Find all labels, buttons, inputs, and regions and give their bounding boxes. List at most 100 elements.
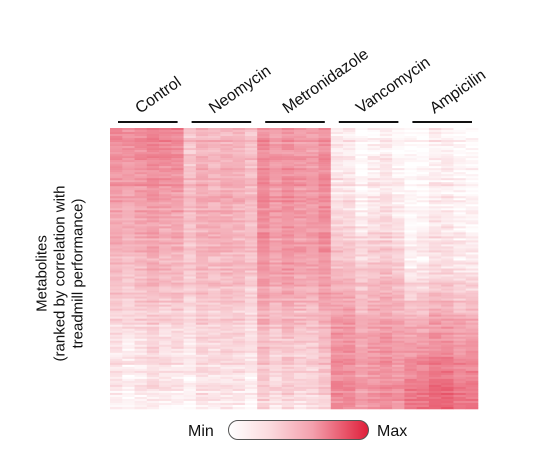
heatmap-cell [146, 170, 160, 173]
heatmap-row [110, 378, 479, 382]
heatmap-cell [465, 248, 479, 251]
heatmap-cell [110, 208, 123, 211]
heatmap-cell [110, 132, 123, 135]
heatmap-cell [367, 364, 381, 368]
heatmap-row [110, 244, 479, 247]
heatmap-cell [183, 218, 197, 221]
heatmap-cell [232, 286, 246, 289]
heatmap-cell [110, 200, 123, 203]
heatmap-cell [294, 250, 307, 253]
heatmap-cell [110, 318, 123, 321]
heatmap-cell [171, 202, 184, 205]
heatmap-cell [392, 168, 405, 171]
heatmap-cell [232, 290, 246, 293]
heatmap-cell [367, 214, 381, 217]
heatmap-row [110, 206, 479, 209]
heatmap-cell [146, 228, 160, 231]
heatmap-cell [269, 302, 283, 305]
heatmap-cell [244, 326, 258, 330]
heatmap-cell [159, 270, 172, 273]
heatmap-cell [379, 230, 393, 233]
heatmap-cell [355, 258, 368, 261]
heatmap-cell [416, 406, 430, 410]
heatmap-cell [183, 310, 197, 313]
heatmap-cell [343, 256, 356, 259]
heatmap-cell [453, 140, 467, 143]
heatmap-cell [367, 352, 381, 356]
heatmap-cell [453, 324, 467, 328]
heatmap-cell [110, 344, 123, 348]
heatmap-cell [183, 400, 197, 404]
heatmap-cell [343, 380, 356, 384]
heatmap-row [110, 128, 479, 131]
heatmap-cell [110, 206, 123, 209]
heatmap-cell [159, 268, 172, 271]
heatmap-cell [379, 298, 393, 301]
heatmap-cell [392, 342, 405, 346]
heatmap-cell [122, 406, 135, 410]
heatmap-cell [367, 216, 381, 219]
heatmap-cell [465, 208, 479, 211]
heatmap-cell [159, 172, 172, 175]
heatmap-cell [134, 136, 148, 139]
heatmap-cell [257, 268, 270, 271]
heatmap-cell [269, 362, 283, 366]
heatmap-cell [355, 362, 368, 366]
heatmap-row [110, 196, 479, 199]
heatmap-cell [232, 340, 246, 344]
heatmap-cell [232, 154, 246, 157]
heatmap-cell [220, 292, 233, 295]
heatmap-cell [220, 158, 233, 161]
heatmap-cell [453, 210, 467, 213]
heatmap-cell [134, 244, 148, 247]
heatmap-cell [465, 158, 479, 161]
heatmap-cell [159, 402, 172, 406]
heatmap-cell [379, 160, 393, 163]
heatmap-cell [416, 354, 430, 358]
heatmap-cell [318, 260, 332, 263]
heatmap-cell [171, 308, 184, 311]
heatmap-cell [208, 156, 221, 159]
heatmap-cell [257, 270, 270, 273]
heatmap-cell [465, 230, 479, 233]
heatmap-cell [110, 140, 123, 143]
heatmap-cell [306, 220, 319, 223]
heatmap-cell [404, 286, 417, 289]
heatmap-cell [134, 166, 148, 169]
heatmap-cell [232, 232, 246, 235]
heatmap-cell [441, 398, 454, 402]
heatmap-cell [159, 292, 172, 295]
heatmap-cell [171, 376, 184, 380]
heatmap-row [110, 362, 479, 366]
heatmap-cell [453, 296, 467, 299]
heatmap-cell [404, 192, 417, 195]
heatmap-cell [318, 140, 332, 143]
heatmap-cell [232, 316, 246, 319]
heatmap-cell [355, 242, 368, 245]
heatmap-cell [134, 258, 148, 261]
heatmap-cell [146, 254, 160, 257]
heatmap-cell [134, 234, 148, 237]
heatmap-cell [465, 206, 479, 209]
heatmap-cell [453, 164, 467, 167]
heatmap-cell [257, 144, 270, 147]
heatmap-cell [343, 382, 356, 386]
heatmap-cell [428, 172, 442, 175]
heatmap-cell [330, 138, 344, 141]
heatmap-cell [404, 302, 417, 305]
heatmap-cell [244, 302, 258, 305]
heatmap-cell [134, 144, 148, 147]
heatmap-cell [281, 290, 295, 293]
heatmap-cell [269, 260, 283, 263]
heatmap-cell [232, 394, 246, 398]
heatmap-cell [441, 328, 454, 332]
heatmap-cell [428, 248, 442, 251]
heatmap-cell [220, 322, 233, 325]
heatmap-cell [392, 220, 405, 223]
heatmap-cell [195, 268, 209, 271]
heatmap-cell [441, 248, 454, 251]
heatmap-cell [122, 188, 135, 191]
heatmap-cell [244, 150, 258, 153]
heatmap-cell [146, 128, 160, 131]
heatmap-cell [441, 224, 454, 227]
